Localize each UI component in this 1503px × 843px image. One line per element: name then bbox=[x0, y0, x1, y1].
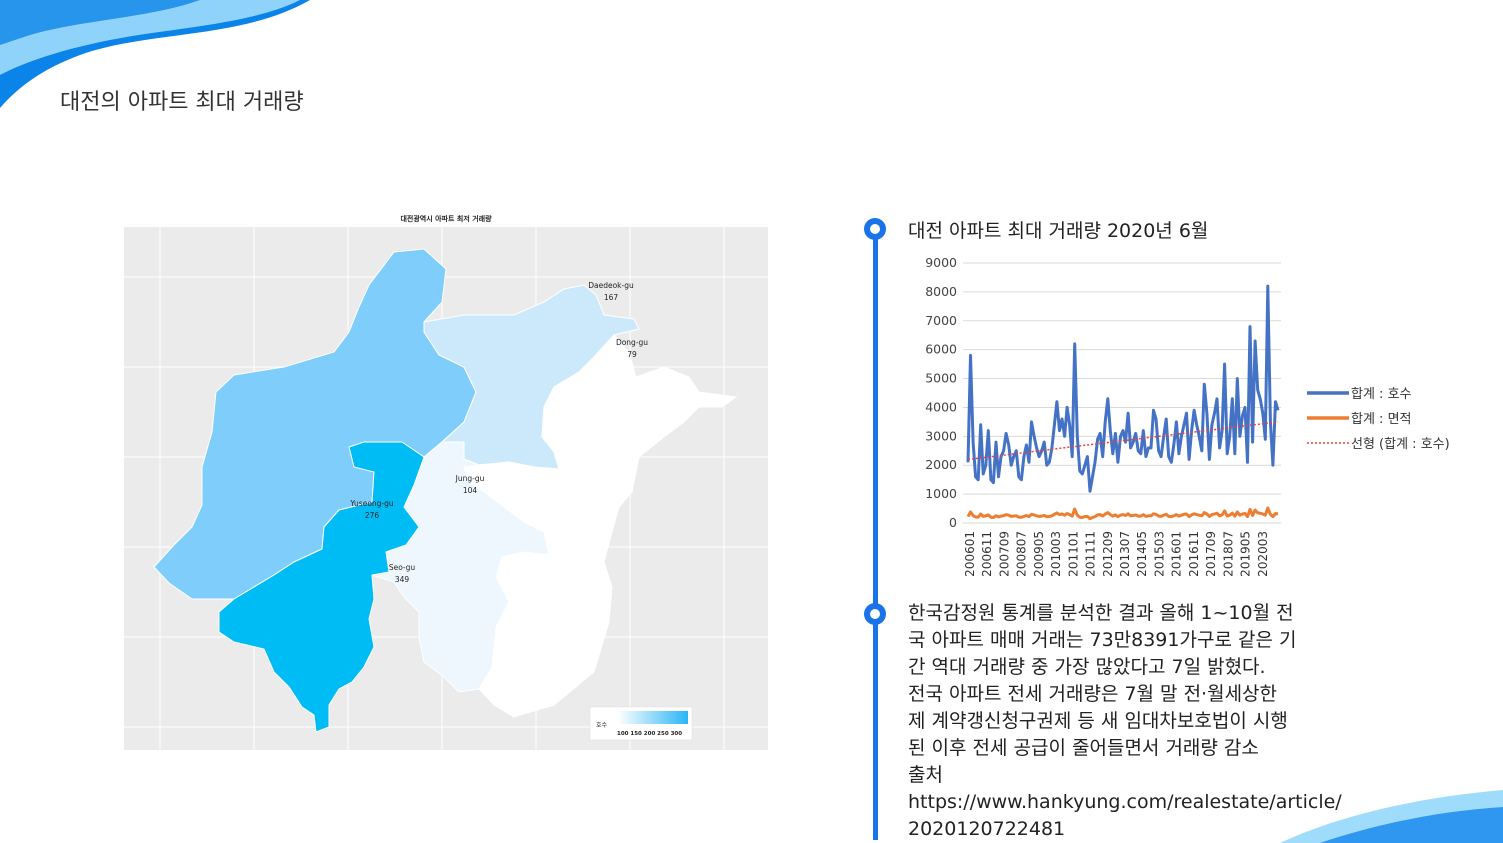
timeline-marker-1 bbox=[864, 218, 886, 240]
x-tick-label: 201003 bbox=[1049, 531, 1063, 577]
x-tick-label: 201111 bbox=[1084, 531, 1098, 577]
timeline-line bbox=[873, 228, 878, 840]
y-tick-label: 3000 bbox=[925, 428, 957, 443]
y-tick-label: 0 bbox=[949, 515, 957, 530]
body-line: 한국감정원 통계를 분석한 결과 올해 1~10월 전 bbox=[908, 602, 1294, 624]
x-tick-label: 200611 bbox=[980, 531, 994, 577]
x-tick-label: 201101 bbox=[1066, 531, 1080, 577]
x-tick-label: 201503 bbox=[1152, 531, 1166, 577]
region-value-daedeok-gu: 167 bbox=[604, 293, 619, 302]
x-tick-label: 201601 bbox=[1170, 531, 1184, 577]
chart-series bbox=[966, 284, 1280, 521]
x-tick-label: 201905 bbox=[1239, 531, 1253, 577]
source-url-link[interactable]: https://www.hankyung.com/realestate/arti… bbox=[908, 791, 1342, 813]
chart-gridlines bbox=[963, 262, 1281, 524]
y-tick-label: 9000 bbox=[925, 255, 957, 270]
region-seo-gu[interactable] bbox=[218, 441, 425, 733]
body-line: 전국 아파트 전세 거래량은 7월 말 전·월세상한 bbox=[908, 683, 1278, 705]
trend-line bbox=[967, 421, 1279, 461]
series-line bbox=[966, 284, 1280, 493]
chart-y-axis: 0 1000 2000 3000 4000 5000 6000 7000 8000 9000 bbox=[925, 255, 957, 530]
y-tick-label: 1000 bbox=[925, 486, 957, 501]
map-title: 대전광역시 아파트 최저 거래량 bbox=[400, 215, 492, 223]
x-tick-label: 201405 bbox=[1135, 531, 1149, 577]
daejeon-choropleth-map: Daedeok-gu 167 Dong-gu 79 Jung-gu 104 Yu… bbox=[124, 227, 768, 750]
map-panel: 대전광역시 아파트 최저 거래량 Daedeok-gu 167 Dong-gu … bbox=[124, 210, 768, 750]
region-label-yuseong-gu: Yuseong-gu bbox=[349, 499, 394, 508]
x-tick-label: 201307 bbox=[1118, 531, 1132, 577]
y-tick-label: 2000 bbox=[925, 457, 957, 472]
transaction-line-chart: 0 1000 2000 3000 4000 5000 6000 7000 8000 9000 20… bbox=[925, 255, 1450, 577]
chart-x-axis: 200601 200611 200709 200807 200905 201003 2011… bbox=[963, 531, 1270, 577]
x-tick-label: 200709 bbox=[997, 531, 1011, 577]
map-legend-gradient bbox=[618, 711, 688, 724]
body-text: 한국감정원 통계를 분석한 결과 올해 1~10월 전 국 아파트 매매 거래는… bbox=[908, 600, 1388, 843]
legend-label: 합계 : 면적 bbox=[1351, 412, 1412, 427]
x-tick-label: 201611 bbox=[1187, 531, 1201, 577]
body-line: 간 역대 거래량 중 가장 많았다고 7일 밝혔다. bbox=[908, 656, 1266, 678]
source-label: 출처 bbox=[908, 764, 943, 786]
region-label-daedeok-gu: Daedeok-gu bbox=[588, 281, 634, 290]
legend-label: 합계 : 호수 bbox=[1351, 387, 1412, 402]
y-tick-label: 5000 bbox=[925, 371, 957, 386]
region-value-dong-gu: 79 bbox=[627, 350, 637, 359]
y-tick-label: 7000 bbox=[925, 313, 957, 328]
slide-title: 대전의 아파트 최대 거래량 bbox=[60, 90, 304, 115]
source-url-link-continued[interactable]: 2020120722481 bbox=[908, 818, 1066, 840]
region-label-seo-gu: Seo-gu bbox=[389, 563, 416, 572]
region-value-yuseong-gu: 276 bbox=[365, 511, 380, 520]
y-tick-label: 4000 bbox=[925, 399, 957, 414]
body-line: 국 아파트 매매 거래는 73만8391가구로 같은 기 bbox=[908, 629, 1297, 651]
series-line bbox=[966, 506, 1279, 521]
region-label-jung-gu: Jung-gu bbox=[455, 474, 485, 483]
y-tick-label: 6000 bbox=[925, 342, 957, 357]
top-left-wave-decoration bbox=[0, 0, 310, 108]
map-legend: 호수 100 150 200 250 300 bbox=[589, 706, 693, 741]
map-legend-title: 호수 bbox=[596, 722, 608, 729]
x-tick-label: 200601 bbox=[963, 531, 977, 577]
chart-heading: 대전 아파트 최대 거래량 2020년 6월 bbox=[908, 220, 1209, 242]
y-tick-label: 8000 bbox=[925, 284, 957, 299]
body-line: 제 계약갱신청구권제 등 새 임대차보호법이 시행 bbox=[908, 710, 1288, 732]
region-value-seo-gu: 349 bbox=[395, 575, 410, 584]
x-tick-label: 201209 bbox=[1101, 531, 1115, 577]
x-tick-label: 202003 bbox=[1256, 531, 1270, 577]
bottom-right-wave-decoration bbox=[1280, 790, 1503, 843]
region-value-jung-gu: 104 bbox=[463, 486, 478, 495]
map-legend-ticks: 100 150 200 250 300 bbox=[617, 731, 682, 737]
body-line: 된 이후 전세 공급이 줄어들면서 거래량 감소 bbox=[908, 737, 1259, 759]
x-tick-label: 200905 bbox=[1032, 531, 1046, 577]
legend-label: 선형 (합계 : 호수) bbox=[1351, 437, 1450, 452]
x-tick-label: 201709 bbox=[1204, 531, 1218, 577]
x-tick-label: 200807 bbox=[1015, 531, 1029, 577]
region-label-dong-gu: Dong-gu bbox=[616, 338, 648, 347]
timeline-marker-2 bbox=[864, 603, 886, 625]
x-tick-label: 201807 bbox=[1221, 531, 1235, 577]
